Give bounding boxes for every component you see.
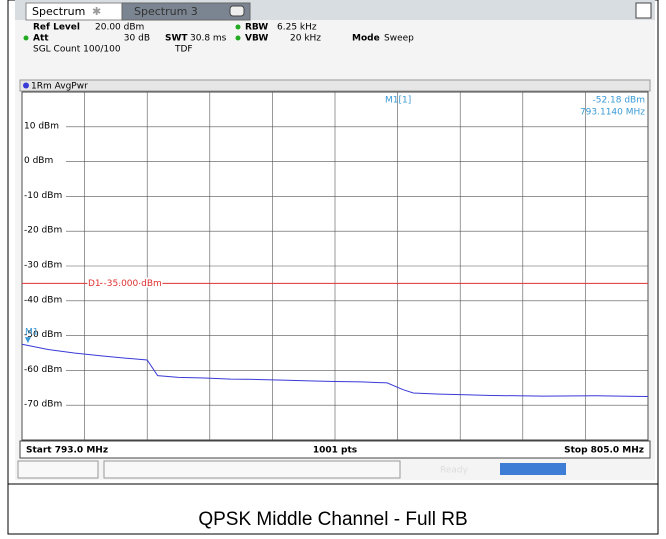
setting-key: VBW xyxy=(245,34,268,44)
tab-label: Spectrum 3 xyxy=(134,5,198,18)
trace-indicator xyxy=(23,82,29,89)
points-label: 1001 pts xyxy=(313,446,357,456)
tab-icon: ✱ xyxy=(92,5,101,18)
trace-label: 1Rm AvgPwr xyxy=(31,82,88,92)
y-tick-label: -10 dBm xyxy=(24,191,62,201)
marker-frequency: 793.1140 MHz xyxy=(580,108,645,118)
y-tick-label: -60 dBm xyxy=(24,365,62,375)
y-tick-label: -70 dBm xyxy=(24,400,62,410)
status: Ready xyxy=(440,466,469,476)
sweep-count: SGL Count 100/100 xyxy=(33,45,121,55)
trace xyxy=(21,343,649,397)
setting-key: Mode xyxy=(352,34,380,44)
footer-bar xyxy=(19,440,651,459)
tab-inactive[interactable] xyxy=(121,2,251,21)
setting-value: 6.25 kHz xyxy=(277,23,317,33)
setting-key: RBW xyxy=(245,23,268,33)
menu-icon[interactable] xyxy=(635,2,652,19)
y-tick-label: -40 dBm xyxy=(24,295,62,305)
tdf: TDF xyxy=(174,45,193,55)
setting-value: 30 dB xyxy=(124,34,150,44)
stop-label: Stop 805.0 MHz xyxy=(564,446,644,456)
display-line-label: D1 -35.000 dBm xyxy=(88,279,162,289)
setting-value: 30.8 ms xyxy=(190,34,227,44)
start-label: Start 793.0 MHz xyxy=(26,446,108,456)
caption: QPSK Middle Channel - Full RB xyxy=(198,509,467,530)
indicator xyxy=(235,24,241,30)
setting-value: 20.00 dBm xyxy=(95,23,144,33)
trace-bar xyxy=(19,79,651,92)
indicator xyxy=(23,35,29,41)
setting-key: Ref Level xyxy=(33,23,80,33)
setting-key: Att xyxy=(33,34,49,44)
table-border xyxy=(7,0,659,535)
y-tick-label: 0 dBm xyxy=(24,156,53,166)
plot: 10 dBm 0 dBm -10 dBm -20 dBm -30 dBm -40 dBm -… xyxy=(21,92,649,440)
marker-readout: M1[1] xyxy=(385,96,411,106)
setting-value: Sweep xyxy=(384,34,414,44)
y-tick-label: 10 dBm xyxy=(24,121,59,131)
status-field xyxy=(103,460,401,479)
tab-label: Spectrum xyxy=(32,5,85,18)
marker-label: M1 xyxy=(25,328,38,338)
indicator xyxy=(235,35,241,41)
y-tick-label: -50 dBm xyxy=(24,330,62,340)
setting-value: 20 kHz xyxy=(290,34,321,44)
marker xyxy=(24,337,31,344)
setting-key: SWT xyxy=(165,34,188,44)
marker-value: -52.18 dBm xyxy=(592,96,645,106)
tab-close[interactable] xyxy=(229,5,245,17)
y-tick-label: -20 dBm xyxy=(24,226,62,236)
y-tick-label: -30 dBm xyxy=(24,261,62,271)
progress-bar xyxy=(500,463,566,475)
status-field xyxy=(17,460,99,479)
